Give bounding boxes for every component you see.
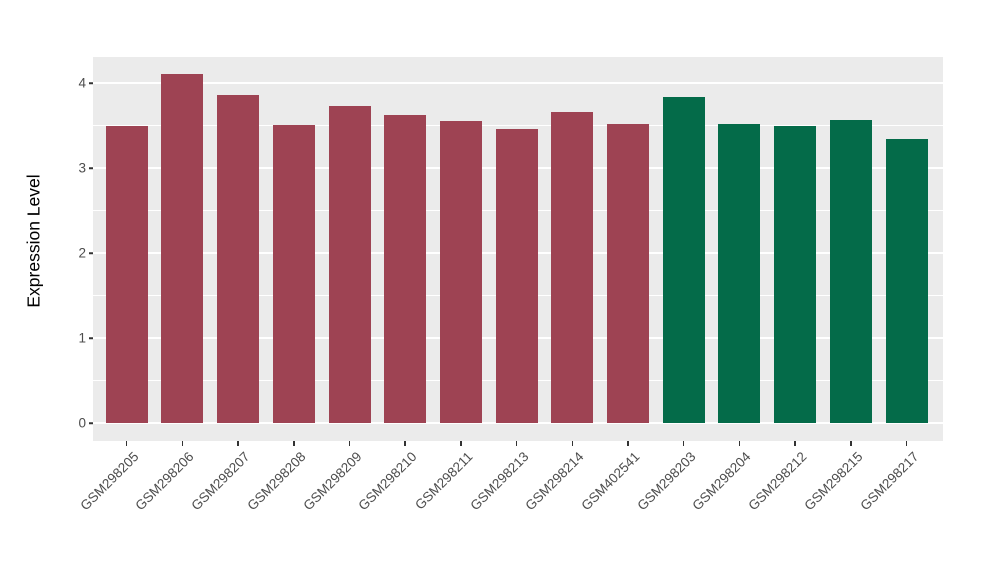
- x-tick-mark: [348, 441, 351, 446]
- x-tick-label-GSM298215: GSM298215: [801, 449, 866, 514]
- x-tick-mark: [738, 441, 741, 446]
- x-tick-mark: [905, 441, 908, 446]
- x-tick-mark: [627, 441, 629, 446]
- bar-GSM298207: [217, 94, 260, 423]
- x-tick-label-GSM298213: GSM298213: [466, 449, 532, 514]
- bar-GSM298212: [774, 125, 817, 423]
- bar-GSM298206: [161, 73, 204, 423]
- y-tick-mark: [88, 167, 93, 169]
- gridline-major: [93, 422, 943, 424]
- x-tick-mark: [571, 441, 574, 446]
- x-tick-mark: [460, 441, 462, 446]
- y-axis-title: Expression Level: [23, 174, 44, 308]
- y-tick-label: 2: [78, 245, 86, 261]
- y-tick-label: 1: [78, 330, 86, 346]
- bar-GSM402541: [607, 123, 649, 423]
- x-tick-mark: [682, 441, 685, 446]
- x-tick-label-GSM298211: GSM298211: [411, 449, 476, 513]
- x-tick-label-GSM298214: GSM298214: [522, 449, 587, 514]
- x-tick-label-GSM298206: GSM298206: [132, 449, 197, 514]
- x-tick-mark: [515, 441, 518, 446]
- plot-panel: [93, 57, 943, 441]
- bar-GSM298213: [495, 128, 538, 423]
- x-tick-label-GSM298203: GSM298203: [634, 449, 699, 514]
- x-tick-mark: [293, 441, 295, 446]
- x-tick-mark: [125, 441, 128, 446]
- y-tick-label: 4: [78, 75, 86, 91]
- x-tick-mark: [181, 441, 184, 446]
- x-tick-label-GSM298209: GSM298209: [299, 449, 365, 514]
- x-tick-label-GSM298212: GSM298212: [745, 449, 810, 514]
- x-tick-label-GSM298204: GSM298204: [689, 449, 754, 514]
- x-tick-label-GSM298207: GSM298207: [188, 449, 253, 514]
- bar-GSM298204: [718, 123, 761, 423]
- bar-GSM298208: [272, 124, 315, 423]
- y-tick-mark: [88, 82, 93, 84]
- bar-GSM298215: [829, 119, 872, 423]
- y-tick-mark: [88, 337, 93, 339]
- bar-GSM298203: [662, 97, 705, 423]
- x-tick-mark: [237, 441, 239, 446]
- gridline-minor: [93, 125, 943, 126]
- bar-GSM298214: [551, 111, 594, 423]
- bar-GSM298210: [384, 115, 427, 423]
- x-tick-label-GSM402541: GSM402541: [578, 449, 643, 514]
- y-tick-mark: [88, 422, 93, 424]
- bar-GSM298209: [328, 105, 371, 423]
- x-tick-label-GSM298217: GSM298217: [856, 449, 922, 514]
- y-tick-label: 3: [78, 160, 86, 176]
- bar-GSM298205: [105, 125, 148, 423]
- bar-GSM298217: [885, 139, 928, 423]
- x-tick-mark: [404, 441, 406, 446]
- gridline-major: [93, 82, 943, 84]
- x-tick-label-GSM298210: GSM298210: [355, 449, 420, 514]
- x-tick-label-GSM298205: GSM298205: [77, 449, 142, 514]
- y-tick-label: 0: [78, 415, 86, 431]
- x-tick-mark: [794, 441, 796, 446]
- y-tick-mark: [88, 252, 93, 254]
- x-tick-label-GSM298208: GSM298208: [244, 449, 309, 514]
- bar-GSM298211: [439, 121, 482, 423]
- x-tick-mark: [850, 441, 852, 446]
